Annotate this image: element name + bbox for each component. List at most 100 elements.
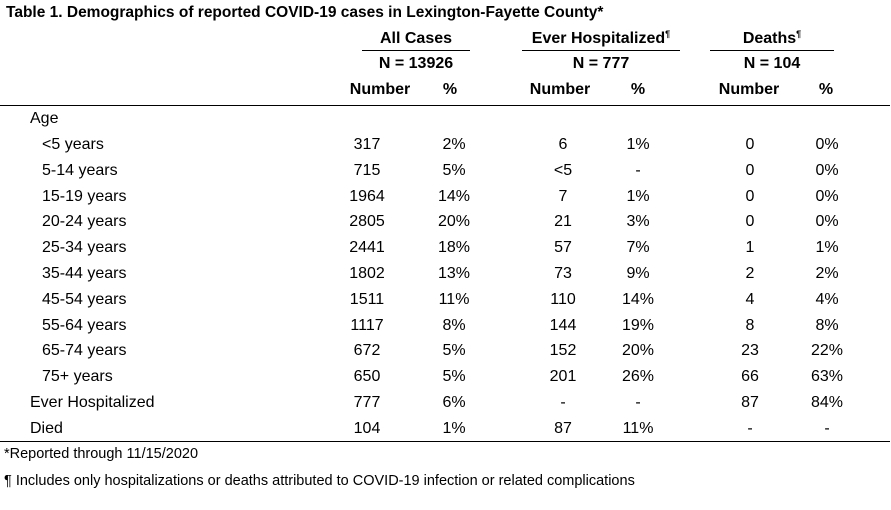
header-rule [0, 105, 890, 107]
cell-hosp-number: 73 [554, 265, 572, 282]
group-ever-hospitalized-mark: ¶ [665, 29, 671, 39]
cell-deaths-number: 2 [745, 265, 755, 282]
subheader-number-hosp: Number [529, 81, 591, 98]
cell-hosp-percent: - [635, 161, 641, 179]
cell-deaths-number: 4 [745, 290, 755, 308]
cell-all-number: 1117 [350, 316, 384, 334]
cell-hosp-number: 201 [549, 368, 577, 386]
cell-hosp-number: 110 [550, 290, 576, 308]
cell-all-number: 650 [353, 368, 381, 386]
cell-all-number: 672 [353, 342, 381, 360]
row-label: 5-14 years [42, 161, 118, 179]
cell-all-percent: 14% [437, 187, 471, 205]
cell-deaths-percent: 0% [815, 161, 839, 179]
table-row: 5-14 years 715 5% <5 - 0 0% [0, 158, 890, 184]
table-row: 25-34 years 2441 18% 57 7% 1 1% [0, 235, 890, 261]
cell-all-percent: 13% [437, 265, 471, 282]
cell-deaths-number: 66 [741, 368, 759, 386]
cell-hosp-number: 7 [558, 187, 568, 205]
table-row: 35-44 years 1802 13% 73 9% 2 2% [0, 261, 890, 287]
cell-deaths-percent: 1% [815, 239, 839, 257]
group-all-cases-label: All Cases [379, 30, 453, 47]
table-row: 15-19 years 1964 14% 7 1% 0 0% [0, 184, 890, 210]
cell-hosp-number: 152 [549, 342, 577, 360]
subheader-number-deaths: Number [718, 81, 780, 98]
cell-hosp-percent: - [635, 394, 641, 411]
cell-all-percent: 5% [442, 161, 466, 179]
cell-all-number: 1511 [349, 290, 385, 308]
table-row: 65-74 years 672 5% 152 20% 23 22% [0, 338, 890, 364]
cell-deaths-percent: 8% [815, 316, 839, 334]
footer-rule [0, 441, 890, 443]
row-label: 55-64 years [42, 316, 127, 334]
cell-deaths-number: 1 [745, 239, 755, 257]
cell-hosp-percent: 7% [626, 239, 650, 257]
group-ever-hospitalized-label: Ever Hospitalized [531, 30, 666, 47]
cell-deaths-percent: 0% [815, 213, 839, 231]
group-deaths-n: N = 104 [743, 55, 801, 72]
cell-all-percent: 5% [442, 368, 466, 386]
group-all-cases-n: N = 13926 [378, 55, 454, 72]
subheader-percent-all: % [442, 81, 458, 98]
cell-hosp-number: <5 [553, 161, 573, 179]
cell-hosp-percent: 1% [626, 136, 650, 153]
section-age-row: Age [0, 106, 890, 132]
cell-hosp-number: 144 [549, 316, 577, 334]
cell-all-number: 2805 [349, 213, 385, 231]
group-ever-hospitalized: Ever Hospitalized¶ N = 777 [522, 29, 680, 73]
cell-hosp-percent: 14% [621, 290, 655, 308]
cell-hosp-number: 6 [558, 136, 568, 153]
table-row: <5 years 317 2% 6 1% 0 0% [0, 132, 890, 158]
cell-hosp-percent: 11% [622, 419, 654, 437]
cell-deaths-percent: 63% [810, 368, 844, 386]
cell-all-percent: 8% [442, 316, 466, 334]
cell-all-percent: 6% [442, 394, 466, 411]
table-title: Table 1. Demographics of reported COVID-… [6, 4, 604, 21]
group-deaths-label: Deaths [742, 30, 797, 47]
row-label: 25-34 years [42, 239, 127, 257]
cell-deaths-percent: 22% [810, 342, 844, 360]
footnote-reported: *Reported through 11/15/2020 [4, 446, 199, 462]
table-row: 75+ years 650 5% 201 26% 66 63% [0, 364, 890, 390]
table-row: 55-64 years 1117 8% 144 19% 8 8% [0, 313, 890, 339]
row-label: 15-19 years [42, 187, 127, 205]
cell-hosp-percent: 9% [626, 265, 650, 282]
cell-all-number: 317 [353, 136, 381, 153]
cell-deaths-percent: 2% [815, 265, 839, 282]
cell-all-number: 715 [353, 161, 381, 179]
cell-all-percent: 20% [437, 213, 471, 231]
cell-deaths-number: 0 [745, 136, 755, 153]
cell-all-percent: 11% [438, 290, 470, 308]
cell-hosp-percent: 1% [626, 187, 650, 205]
cell-deaths-number: 23 [741, 342, 759, 360]
cell-hosp-percent: 3% [626, 213, 650, 231]
cell-deaths-percent: 84% [810, 394, 844, 411]
cell-hosp-number: 87 [554, 419, 572, 437]
cell-all-number: 1802 [349, 265, 385, 282]
cell-all-percent: 5% [442, 342, 466, 360]
cell-hosp-percent: 26% [621, 368, 655, 386]
group-deaths: Deaths¶ N = 104 [710, 29, 834, 73]
subheader-number-all: Number [349, 81, 411, 98]
summary-row: Ever Hospitalized 777 6% - - 87 84% [0, 390, 890, 416]
cell-hosp-number: - [560, 394, 566, 411]
cell-deaths-number: 0 [745, 213, 755, 231]
cell-hosp-number: 57 [554, 239, 572, 257]
group-ever-hospitalized-n: N = 777 [572, 55, 630, 72]
row-label: Died [30, 419, 63, 437]
section-age-label: Age [30, 110, 59, 127]
group-deaths-mark: ¶ [796, 29, 802, 39]
cell-deaths-percent: 0% [815, 136, 839, 153]
cell-all-number: 104 [353, 419, 381, 437]
cell-deaths-number: 0 [745, 161, 755, 179]
cell-deaths-number: 8 [745, 316, 755, 334]
row-label: 35-44 years [42, 265, 127, 282]
row-label: 75+ years [42, 368, 113, 386]
table-row: 20-24 years 2805 20% 21 3% 0 0% [0, 209, 890, 235]
group-all-cases: All Cases N = 13926 [362, 30, 470, 73]
cell-deaths-number: 0 [745, 187, 755, 205]
cell-all-percent: 18% [437, 239, 471, 257]
cell-all-percent: 1% [442, 419, 466, 437]
footnote-includes: ¶ Includes only hospitalizations or deat… [4, 473, 635, 489]
row-label: 20-24 years [42, 213, 127, 231]
